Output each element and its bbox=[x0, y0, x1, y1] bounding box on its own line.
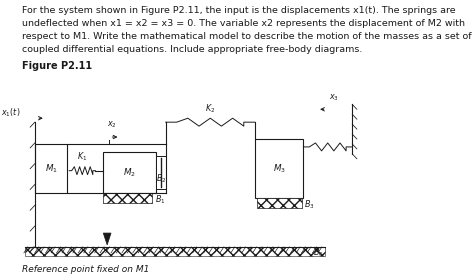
Text: $x_3$: $x_3$ bbox=[329, 93, 339, 103]
Bar bbox=[257, 198, 301, 208]
Text: $M_2$: $M_2$ bbox=[123, 167, 136, 179]
Text: $x_2$: $x_2$ bbox=[107, 120, 117, 130]
Text: respect to M1. Write the mathematical model to describe the motion of the masses: respect to M1. Write the mathematical mo… bbox=[22, 32, 471, 41]
Text: $B_0$: $B_0$ bbox=[313, 247, 324, 259]
Bar bbox=[103, 152, 156, 193]
Bar bbox=[103, 193, 152, 203]
Text: $M_3$: $M_3$ bbox=[273, 162, 285, 175]
Text: Figure P2.11: Figure P2.11 bbox=[22, 61, 91, 71]
Text: Reference point fixed on M1: Reference point fixed on M1 bbox=[22, 265, 149, 274]
Text: $K_1$: $K_1$ bbox=[77, 150, 87, 163]
Text: $B_2$: $B_2$ bbox=[155, 173, 166, 185]
Text: $B_3$: $B_3$ bbox=[304, 198, 315, 211]
Text: For the system shown in Figure P2.11, the input is the displacements x1(t). The : For the system shown in Figure P2.11, th… bbox=[22, 6, 455, 15]
Bar bbox=[255, 139, 303, 198]
Text: $M_1$: $M_1$ bbox=[45, 162, 57, 175]
Polygon shape bbox=[103, 233, 111, 245]
Bar bbox=[26, 247, 325, 256]
Text: undeflected when x1 = x2 = x3 = 0. The variable x2 represents the displacement o: undeflected when x1 = x2 = x3 = 0. The v… bbox=[22, 19, 465, 28]
Bar bbox=[35, 144, 67, 193]
Text: $B_1$: $B_1$ bbox=[155, 193, 165, 206]
Text: $K_2$: $K_2$ bbox=[205, 103, 215, 115]
Bar bbox=[156, 156, 165, 188]
Text: $x_1(t)$: $x_1(t)$ bbox=[1, 106, 21, 118]
Text: coupled differential equations. Include appropriate free-body diagrams.: coupled differential equations. Include … bbox=[22, 45, 362, 54]
